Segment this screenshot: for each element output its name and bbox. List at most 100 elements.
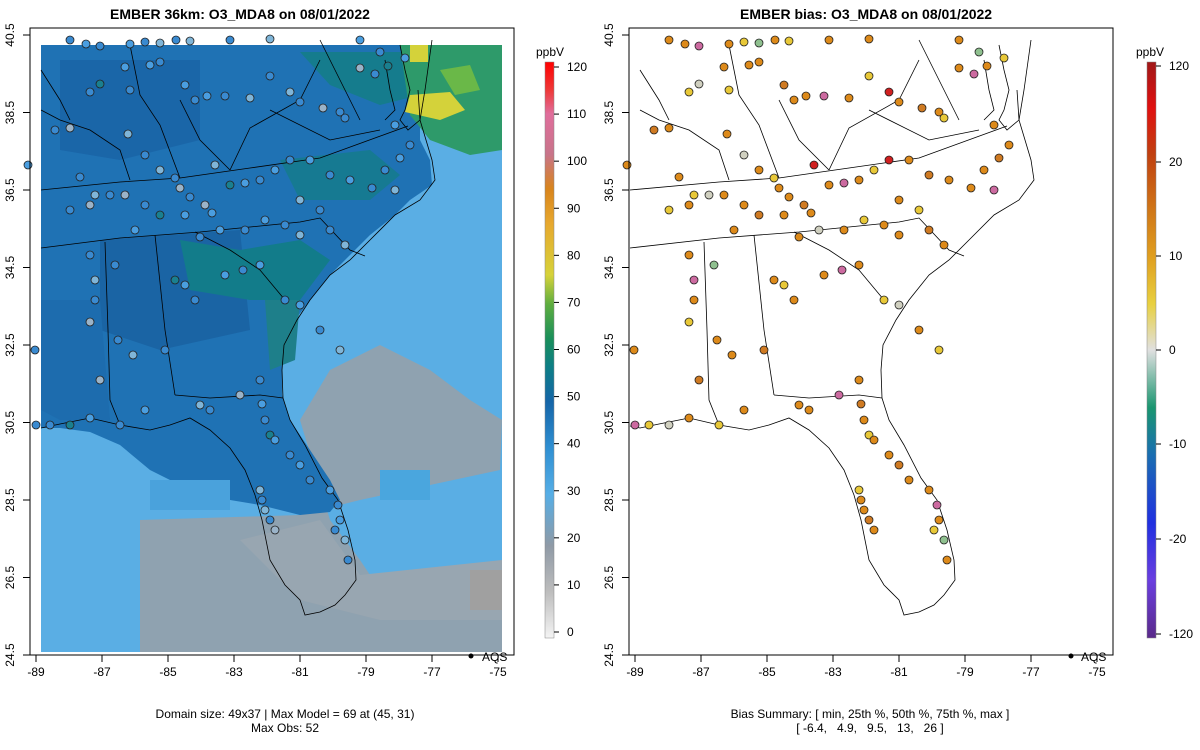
station-marker	[318, 103, 328, 113]
station-bias-marker	[809, 160, 819, 170]
lon-axis: -89 -87 -85 -83 -81 -79 -77 -75	[27, 655, 507, 679]
station-bias-marker	[779, 280, 789, 290]
station-bias-marker	[739, 150, 749, 160]
station-bias-marker	[727, 350, 737, 360]
station-bias-marker	[894, 230, 904, 240]
station-bias-marker	[924, 170, 934, 180]
station-marker	[85, 317, 95, 327]
cb-tick-label: -120	[1169, 627, 1193, 641]
lon-tick-label: -85	[159, 665, 177, 679]
station-marker	[257, 399, 267, 409]
left-caption-line1: Domain size: 49x37 | Max Model = 69 at (…	[155, 707, 415, 721]
cb-tick-label: 40	[567, 437, 581, 451]
station-marker	[390, 120, 400, 130]
station-bias-marker	[814, 225, 824, 235]
station-marker	[190, 295, 200, 305]
station-bias-marker	[719, 62, 729, 72]
cb-tick-label: 20	[567, 531, 581, 545]
station-bias-marker	[932, 500, 942, 510]
cb-tick-label: 30	[567, 484, 581, 498]
station-bias-marker	[684, 413, 694, 423]
station-bias-marker	[789, 295, 799, 305]
station-bias-marker	[719, 190, 729, 200]
station-bias-marker	[944, 175, 954, 185]
station-bias-marker	[724, 39, 734, 49]
station-bias-marker	[664, 205, 674, 215]
station-marker	[31, 420, 41, 430]
station-bias-marker	[894, 460, 904, 470]
station-marker	[285, 450, 295, 460]
station-bias-marker	[939, 113, 949, 123]
station-marker	[257, 495, 267, 505]
station-bias-marker	[694, 41, 704, 51]
station-bias-marker	[966, 183, 976, 193]
lon-tick-label: -81	[291, 665, 309, 679]
station-marker	[155, 165, 165, 175]
station-marker	[375, 47, 385, 57]
station-bias-marker	[630, 420, 640, 430]
station-bias-marker	[664, 420, 674, 430]
station-marker	[105, 190, 115, 200]
station-marker	[270, 435, 280, 445]
station-marker	[75, 172, 85, 182]
station-marker	[280, 220, 290, 230]
station-bias-marker	[684, 87, 694, 97]
station-bias-marker	[869, 435, 879, 445]
lat-tick-label: 30.5	[602, 410, 616, 434]
station-marker	[330, 525, 340, 535]
station-bias-marker	[924, 225, 934, 235]
station-bias-marker	[689, 190, 699, 200]
cb-tick-label: 110	[567, 107, 586, 121]
station-marker	[180, 280, 190, 290]
station-bias-marker	[859, 415, 869, 425]
cb-tick-label: 0	[1169, 343, 1176, 357]
station-bias-marker	[914, 325, 924, 335]
lon-tick-label: -75	[1088, 665, 1106, 679]
station-bias-marker	[712, 335, 722, 345]
cb-tick-label: 10	[567, 578, 581, 592]
station-bias-marker	[779, 80, 789, 90]
station-marker	[285, 87, 295, 97]
station-bias-marker	[884, 87, 894, 97]
station-marker	[295, 460, 305, 470]
station-bias-marker	[774, 183, 784, 193]
station-bias-marker	[979, 165, 989, 175]
aqs-stations-model	[23, 34, 415, 565]
station-bias-marker	[644, 420, 654, 430]
station-bias-marker	[864, 34, 874, 44]
station-marker	[255, 175, 265, 185]
cb-tick-label: 80	[567, 248, 581, 262]
lon-tick-label: -85	[758, 665, 776, 679]
station-bias-marker	[939, 240, 949, 250]
station-marker	[245, 93, 255, 103]
cb-tick-label: 90	[567, 201, 581, 215]
station-marker	[81, 39, 91, 49]
station-bias-marker	[837, 265, 847, 275]
model-colorbar-unit: ppbV	[536, 45, 564, 59]
station-bias-marker	[754, 165, 764, 175]
station-marker	[180, 80, 190, 90]
station-marker	[270, 165, 280, 175]
lat-tick-label: 34.5	[602, 255, 616, 279]
station-bias-marker	[684, 200, 694, 210]
station-bias-marker	[689, 295, 699, 305]
lightgreen-patch	[440, 65, 480, 95]
station-bias-marker	[934, 107, 944, 117]
station-bias-marker	[754, 210, 764, 220]
station-marker	[280, 295, 290, 305]
station-marker	[395, 153, 405, 163]
block-2	[380, 470, 430, 500]
station-marker	[128, 350, 138, 360]
station-bias-marker	[649, 125, 659, 135]
plot-frame	[29, 27, 515, 656]
cb-tick-label: 70	[567, 295, 581, 309]
station-bias-marker	[864, 71, 874, 81]
lat-tick-label: 40.5	[3, 23, 17, 47]
station-bias-marker	[819, 270, 829, 280]
station-marker	[85, 87, 95, 97]
station-marker	[285, 155, 295, 165]
aqs-legend-label: AQS	[482, 650, 507, 664]
station-marker	[340, 535, 350, 545]
cb-tick-label: 50	[567, 390, 581, 404]
